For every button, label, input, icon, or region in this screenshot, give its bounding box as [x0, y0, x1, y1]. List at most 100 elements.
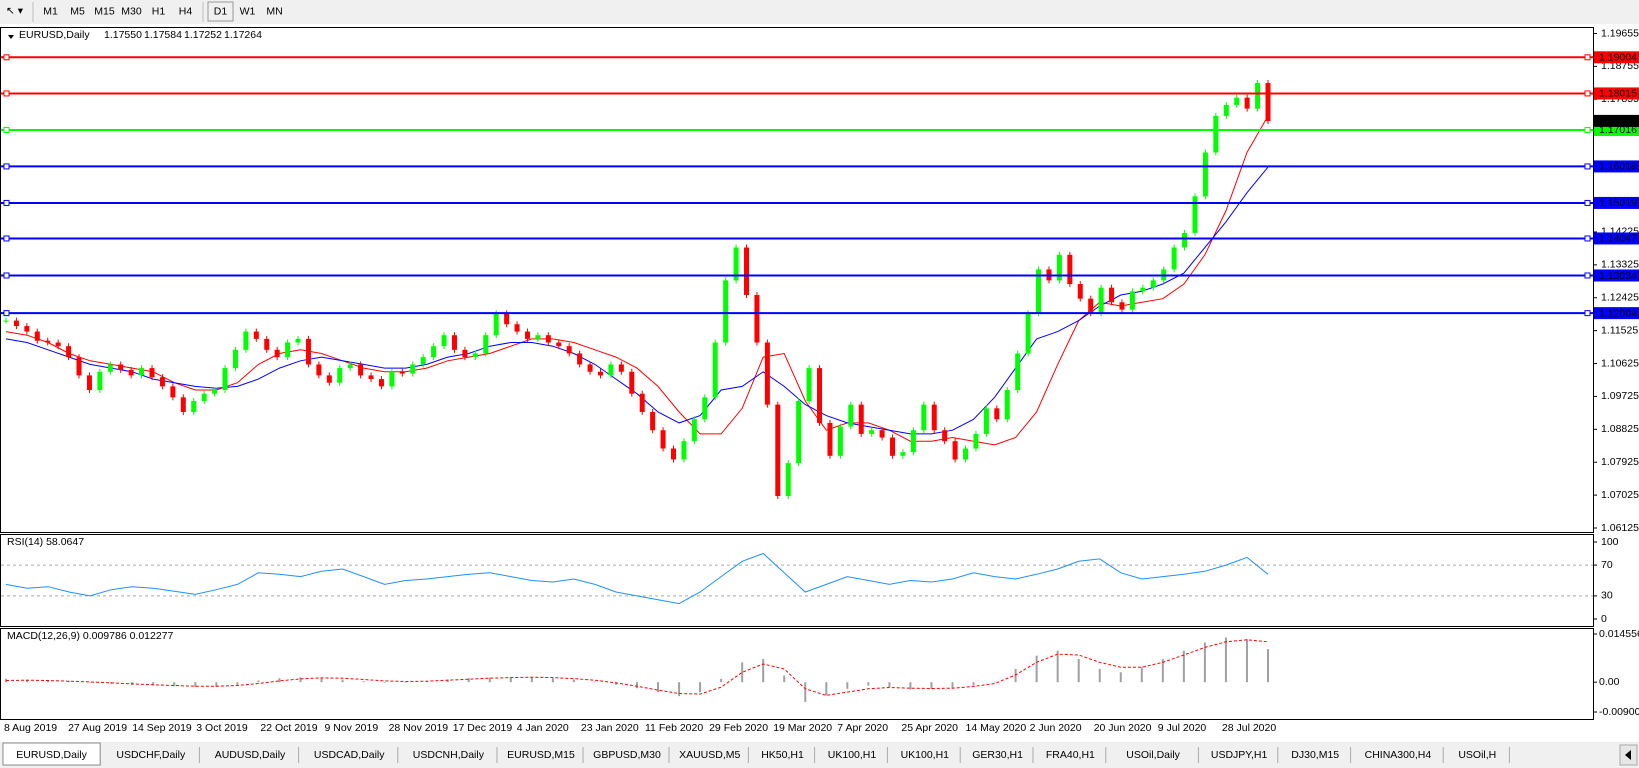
y-tick-label: 70 — [1601, 559, 1613, 571]
candle — [660, 430, 666, 449]
candle — [1223, 104, 1229, 116]
macd-bar — [404, 682, 407, 683]
candle — [139, 368, 145, 376]
macd-bar — [488, 677, 491, 683]
level-handle[interactable] — [3, 90, 10, 97]
level-handle[interactable] — [3, 54, 10, 61]
candle — [1182, 232, 1188, 248]
level-handle[interactable] — [3, 163, 10, 170]
level-handle[interactable] — [1584, 54, 1591, 61]
macd-bar — [741, 662, 744, 683]
tab-label[interactable]: FRA40,H1 — [1046, 749, 1095, 761]
tab-label[interactable]: USOil,Daily — [1126, 749, 1180, 761]
candle — [1036, 269, 1042, 314]
macd-bar — [825, 682, 828, 696]
level-handle[interactable] — [1584, 90, 1591, 97]
candle — [973, 433, 979, 449]
level-price-box — [1594, 160, 1639, 173]
timeframe-label[interactable]: M30 — [121, 5, 142, 17]
level-handle[interactable] — [3, 272, 10, 279]
timeframe-button[interactable] — [262, 2, 287, 21]
timeframe-label[interactable]: W1 — [240, 5, 256, 17]
timeframe-label[interactable]: M1 — [43, 5, 58, 17]
y-tick-label: -0.009001 — [1599, 706, 1639, 718]
tab-label[interactable]: XAUUSD,M5 — [679, 749, 740, 761]
level-handle[interactable] — [3, 126, 10, 133]
tab-scroll-arrow[interactable] — [1625, 750, 1631, 760]
level-handle[interactable] — [1584, 126, 1591, 133]
timeframe-button[interactable] — [207, 1, 234, 22]
macd-bar — [993, 681, 996, 683]
candle — [910, 430, 916, 453]
macd-bar — [5, 678, 7, 683]
timeframe-button[interactable] — [146, 2, 171, 21]
tab-label[interactable]: USDCNH,Daily — [413, 749, 485, 761]
level-price-label: 1.14047 — [1599, 233, 1637, 245]
candle — [3, 320, 9, 322]
timeframe-button[interactable] — [92, 2, 117, 21]
y-tick-label: 1.13325 — [1601, 259, 1639, 271]
candle — [1004, 390, 1010, 420]
candle — [66, 346, 72, 358]
level-price-label: 1.15019 — [1599, 197, 1637, 209]
level-handle[interactable] — [1584, 272, 1591, 279]
tab-label[interactable]: USDCHF,Daily — [116, 749, 186, 761]
tab-label[interactable]: UK100,H1 — [828, 749, 877, 761]
macd-bar — [1014, 668, 1017, 683]
moving-average — [5, 166, 1269, 435]
menu-icon: ↖ ▾ — [6, 5, 24, 17]
timeframe-label[interactable]: M15 — [94, 5, 115, 17]
y-tick-label: 0 — [1601, 613, 1607, 625]
level-handle[interactable] — [3, 199, 10, 206]
candle — [744, 247, 750, 296]
timeframe-button[interactable] — [235, 2, 260, 21]
tab-label[interactable]: USDJPY,H1 — [1211, 749, 1268, 761]
timeframe-button[interactable] — [119, 2, 144, 21]
candle — [775, 404, 781, 497]
x-tick-label: 2 Jun 2020 — [1030, 722, 1082, 734]
tab-label[interactable]: GER30,H1 — [972, 749, 1023, 761]
candle — [326, 375, 332, 383]
candle — [1213, 115, 1219, 153]
level-handle[interactable] — [3, 310, 10, 317]
tab-label[interactable]: AUDUSD,Daily — [215, 749, 286, 761]
candle — [879, 430, 885, 438]
timeframe-label[interactable]: H1 — [152, 5, 166, 17]
macd-bar — [1182, 650, 1185, 683]
candle — [451, 335, 457, 350]
level-handle[interactable] — [1584, 199, 1591, 206]
timeframe-label[interactable]: MN — [266, 5, 282, 17]
timeframe-button[interactable] — [38, 2, 63, 21]
level-handle[interactable] — [1584, 163, 1591, 170]
tab-label[interactable]: GBPUSD,M30 — [593, 749, 661, 761]
level-price-box — [1594, 51, 1639, 64]
level-handle[interactable] — [1584, 235, 1591, 242]
macd-title: MACD(12,26,9) 0.009786 0.012277 — [7, 630, 174, 642]
timeframe-label[interactable]: D1 — [214, 5, 228, 17]
candle — [483, 335, 489, 354]
timeframe-label[interactable]: M5 — [70, 5, 85, 17]
candle — [712, 342, 718, 398]
level-handle[interactable] — [1584, 310, 1591, 317]
candle — [754, 295, 760, 343]
tab-active[interactable] — [2, 742, 101, 766]
candle — [1255, 83, 1261, 109]
tab-label[interactable]: DJ30,M15 — [1291, 749, 1339, 761]
tab-label[interactable]: UK100,H1 — [901, 749, 950, 761]
tab-label[interactable]: EURUSD,Daily — [16, 749, 87, 761]
chart-title: EURUSD,Daily — [19, 29, 90, 41]
timeframe-label[interactable]: H4 — [179, 5, 193, 17]
timeframe-button[interactable] — [65, 2, 90, 21]
level-handle[interactable] — [3, 235, 10, 242]
tab-label[interactable]: EURUSD,M15 — [507, 749, 575, 761]
tab-label[interactable]: USOil,H — [1458, 749, 1496, 761]
candle — [983, 408, 989, 434]
y-tick-label: 1.06125 — [1601, 522, 1639, 534]
tab-label[interactable]: CHINA300,H4 — [1365, 749, 1432, 761]
tab-label[interactable]: HK50,H1 — [761, 749, 804, 761]
candle — [1129, 291, 1135, 310]
tab-label[interactable]: USDCAD,Daily — [314, 749, 385, 761]
candle — [577, 353, 583, 365]
macd-bar — [68, 681, 71, 683]
timeframe-button[interactable] — [173, 2, 198, 21]
